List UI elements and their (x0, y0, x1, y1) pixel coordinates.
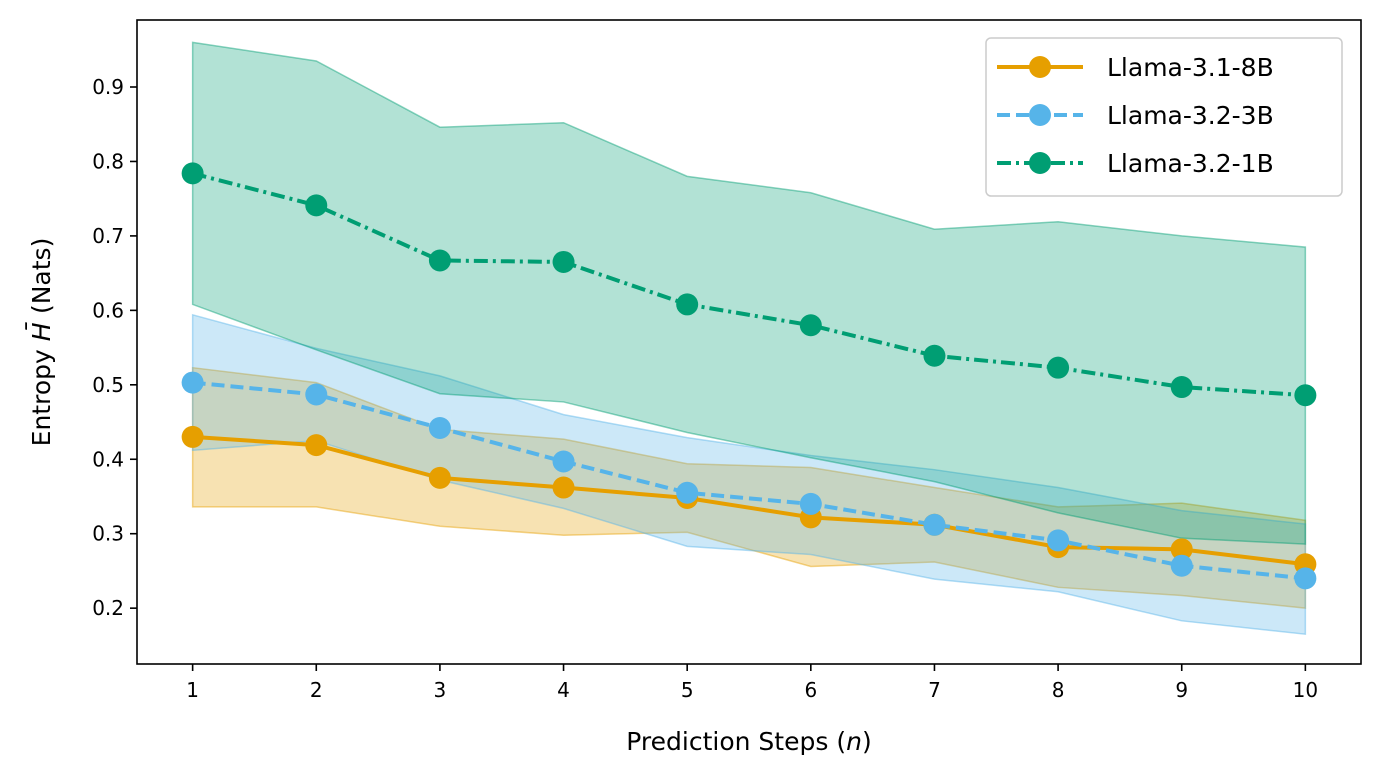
data-point (799, 492, 822, 515)
y-tick-label: 0.2 (92, 596, 124, 620)
data-point (428, 466, 451, 489)
legend-label-1: Llama-3.1-8B (1107, 53, 1274, 82)
confidence-band-2 (191, 313, 1307, 636)
x-tick-label: 5 (681, 678, 694, 702)
data-point (552, 250, 575, 273)
y-tick-label: 0.6 (92, 298, 124, 322)
data-point (1294, 384, 1317, 407)
plot-frame (136, 19, 1362, 665)
legend-box (985, 37, 1343, 197)
y-tick-label: 0.3 (92, 522, 124, 546)
data-point (923, 344, 946, 367)
data-point (676, 481, 699, 504)
legend-label-2: Llama-3.2-3B (1107, 101, 1274, 130)
x-axis-title: Prediction Steps (n) (626, 727, 871, 756)
x-tick-label: 9 (1175, 678, 1188, 702)
series-line-3 (192, 171, 1306, 398)
series-lines (192, 171, 1306, 581)
x-tick-label: 7 (928, 678, 941, 702)
series-markers (181, 162, 1317, 590)
y-tick-label: 0.8 (92, 149, 124, 173)
data-point (1047, 529, 1070, 552)
data-point (552, 476, 575, 499)
confidence-band-1 (191, 366, 1307, 609)
legend-marker-2 (1029, 104, 1051, 126)
x-tick-label: 4 (557, 678, 570, 702)
data-point (181, 162, 204, 185)
data-point (923, 513, 946, 536)
x-tick-label: 10 (1293, 678, 1318, 702)
series-line-1 (192, 434, 1306, 567)
data-point (1170, 376, 1193, 399)
y-axis-title: Entropy H¯ (Nats) (21, 238, 56, 447)
legend-marker-3 (1029, 152, 1051, 174)
x-tick-label: 6 (804, 678, 817, 702)
data-point (181, 425, 204, 448)
data-point (428, 416, 451, 439)
legend-label-3: Llama-3.2-1B (1107, 149, 1274, 178)
legend-marker-1 (1029, 56, 1051, 78)
data-point (305, 383, 328, 406)
data-point (1170, 538, 1193, 561)
data-point (305, 194, 328, 217)
data-point (181, 371, 204, 394)
x-tick-label: 3 (434, 678, 447, 702)
data-point (428, 249, 451, 272)
x-axis-ticks: 1 2 3 4 5 6 7 8 9 10 (186, 664, 1318, 702)
x-tick-label: 8 (1052, 678, 1065, 702)
x-tick-label: 2 (310, 678, 323, 702)
y-tick-label: 0.4 (92, 447, 124, 471)
data-point (1294, 567, 1317, 590)
data-point (305, 434, 328, 457)
x-tick-label: 1 (186, 678, 199, 702)
data-point (552, 450, 575, 473)
confidence-bands (191, 41, 1307, 636)
y-tick-label: 0.9 (92, 75, 124, 99)
data-point (799, 314, 822, 337)
data-point (1047, 356, 1070, 379)
legend: Llama-3.1-8B Llama-3.2-3B Llama-3.2-1B (985, 37, 1343, 197)
data-point (676, 293, 699, 316)
y-axis-ticks: 0.2 0.3 0.4 0.5 0.6 0.7 0.8 0.9 (92, 75, 137, 620)
y-tick-label: 0.7 (92, 224, 124, 248)
confidence-band-3 (191, 41, 1307, 545)
y-tick-label: 0.5 (92, 373, 124, 397)
data-point (1170, 554, 1193, 577)
